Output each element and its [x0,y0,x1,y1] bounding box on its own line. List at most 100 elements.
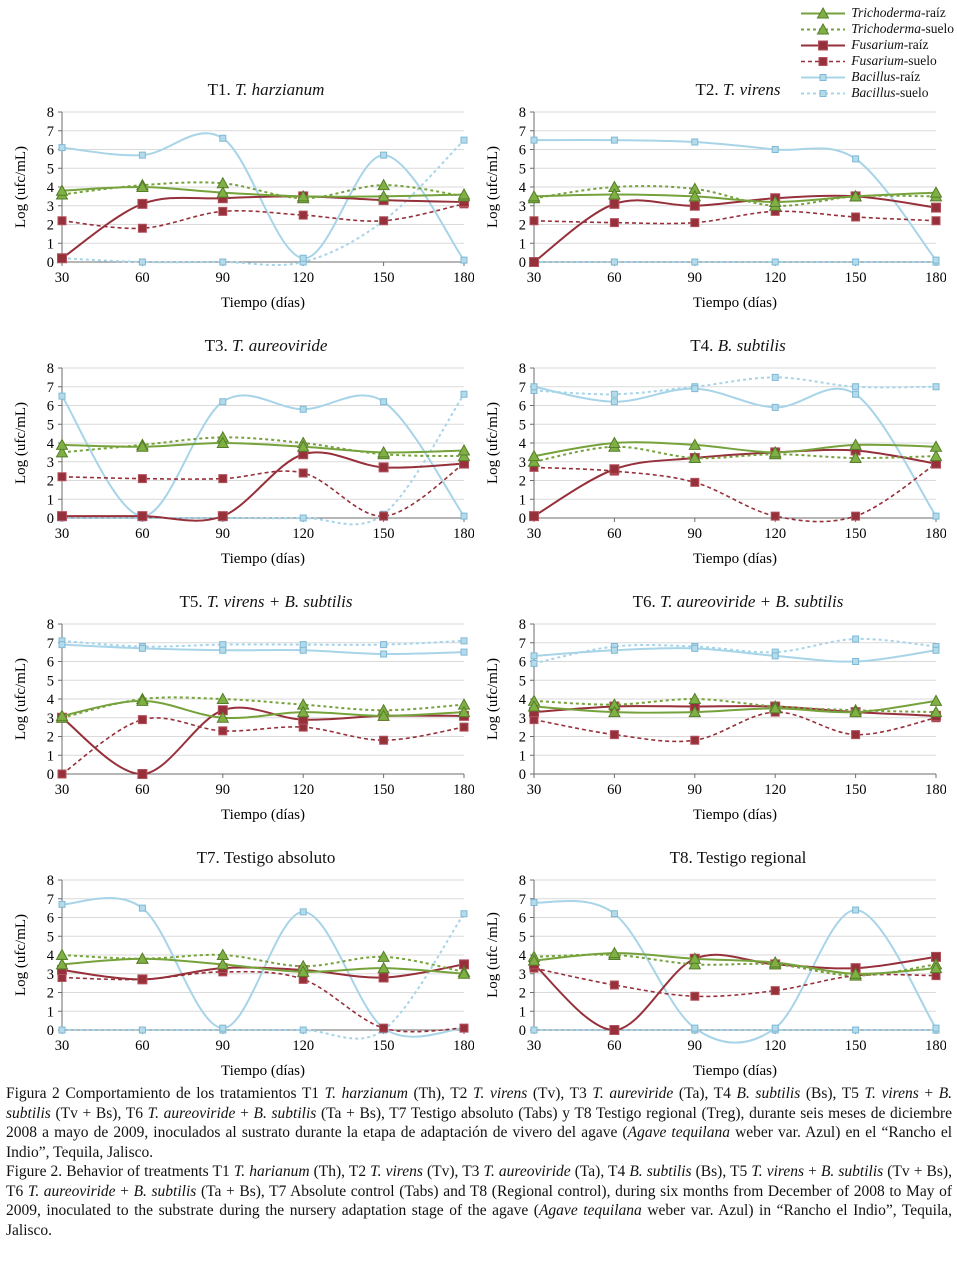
marker-fusarium_raiz [137,198,148,209]
marker-fusarium_suelo [379,511,389,521]
marker-trichoderma_raiz [296,189,310,202]
x-tick-label: 30 [55,270,70,286]
marker-bacillus_suelo [460,637,468,645]
y-tick-label: 4 [47,692,55,708]
marker-trichoderma_suelo [688,957,702,970]
marker-bacillus_raiz [460,648,468,656]
legend-sample-bacillus_suelo [801,89,846,97]
title-species: T. harzianum [234,80,325,99]
x-tick-label: 120 [764,782,786,798]
legend-sample-bacillus_raiz [801,73,846,81]
y-tick-label: 5 [519,417,526,433]
y-tick-label: 3 [47,455,54,471]
marker-trichoderma_raiz [608,187,621,200]
marker-fusarium_suelo [57,472,67,482]
marker-bacillus_raiz [771,146,779,153]
marker-trichoderma_raiz [527,449,541,462]
x-tick-label: 30 [527,1038,542,1054]
marker-trichoderma_raiz [768,195,782,208]
series-fusarium_raiz [57,449,469,522]
marker-fusarium_suelo [851,212,861,222]
caption-species-name: Agave tequilana [627,1124,730,1141]
series-line-bacillus_raiz [533,385,937,517]
series-fusarium_suelo [57,715,469,779]
x-tick-label: 150 [373,270,395,286]
marker-fusarium_raiz [931,202,941,213]
x-tick-label: 120 [764,526,786,542]
y-tick-label: 4 [47,948,55,964]
y-tick-label: 1 [47,492,54,508]
chart-title-t4: T4. B. subtilis [484,336,952,360]
y-tick-label: 8 [47,361,54,377]
x-tick-label: 150 [373,526,395,542]
y-tick-label: 2 [47,986,54,1002]
caption-text: (Tv + Bs), T6 [50,1104,148,1122]
marker-trichoderma_raiz [849,438,862,450]
chart-title-t3: T3. T. aureoviride [12,336,480,360]
marker-bacillus_raiz [852,155,860,163]
series-bacillus_raiz [530,136,940,264]
y-tick-label: 0 [47,255,54,271]
chart-plot-t2: 0 1 2 3 4 5 6 7 8 30 60 90 120 150 180 Tiempo (días) Log… [485,105,946,311]
caption-text: (Bs), T5 [800,1085,865,1102]
marker-trichoderma_raiz [296,965,310,977]
marker-fusarium_suelo [770,511,780,521]
marker-bacillus_raiz [299,908,307,916]
x-tick-label: 60 [135,782,150,798]
marker-bacillus_suelo [138,1026,146,1034]
x-tick-label: 90 [216,270,231,286]
marker-fusarium_suelo [137,474,147,484]
marker-bacillus_raiz [299,646,307,654]
marker-trichoderma_raiz [929,961,943,974]
series-fusarium_suelo [57,459,469,521]
x-tick-label: 60 [135,270,150,286]
marker-bacillus_suelo [771,373,779,381]
marker-trichoderma_suelo [377,950,390,962]
y-tick-label: 4 [519,436,527,452]
figure-caption-spanish: Figura 2 Comportamiento de los tratamien… [6,1084,952,1162]
y-tick-label: 3 [47,199,54,215]
caption-text: weber var. Azul) en el “Rancho el Indio”… [6,1124,952,1161]
marker-trichoderma_raiz [608,705,621,718]
series-bacillus_suelo [58,390,468,526]
marker-fusarium_suelo [459,722,469,732]
caption-text: + [235,1104,254,1122]
marker-fusarium_suelo [298,210,308,220]
x-axis-label: Tiempo (días) [693,295,777,311]
chart-plot-t7: 0 1 2 3 4 5 6 7 8 30 60 90 120 150 180 Tiempo (días) Log… [13,873,474,1079]
marker-bacillus_raiz [299,254,307,262]
marker-fusarium_suelo [379,735,389,745]
x-tick-label: 180 [925,782,946,798]
y-tick-label: 5 [519,673,526,689]
marker-bacillus_suelo [299,641,307,649]
marker-fusarium_suelo [931,216,941,226]
marker-bacillus_suelo [219,258,227,266]
caption-block: Figura 2 Comportamiento de los tratamien… [6,1084,952,1240]
marker-fusarium_raiz [217,511,228,522]
marker-bacillus_raiz [819,73,827,81]
marker-trichoderma_suelo [929,705,943,718]
marker-trichoderma_raiz [457,187,471,200]
marker-fusarium_suelo [690,991,700,1001]
series-bacillus_suelo [530,373,940,398]
y-tick-label: 2 [47,474,54,490]
marker-bacillus_raiz [691,138,699,146]
x-tick-label: 30 [55,782,70,798]
caption-text: (Ta + Bs), T7 Testigo absoluto (Tabs) y … [6,1104,953,1142]
x-tick-label: 90 [216,526,231,542]
marker-fusarium_suelo [379,1023,389,1033]
series-trichoderma_raiz [55,180,471,202]
chart-grid: T1. T. harzianum 0 1 2 3 4 5 6 7 8 30 60 90 120 150 18… [12,80,952,1082]
y-axis-label: Log (ufc /mL) [485,912,501,998]
caption-species-name: T. virens [864,1085,919,1102]
series-trichoderma_raiz [55,436,471,458]
chart-plot-t4: 0 1 2 3 4 5 6 7 8 30 60 90 120 150 180 Tiempo (días) Log… [485,361,946,567]
y-tick-label: 6 [47,911,54,927]
marker-bacillus_raiz [610,136,618,144]
marker-bacillus_raiz [138,904,146,912]
x-tick-label: 90 [216,782,231,798]
y-tick-label: 3 [519,455,526,471]
chart-plot-t8: 0 1 2 3 4 5 6 7 8 30 60 90 120 150 180 Tiempo (días) Log… [485,873,946,1079]
y-tick-label: 7 [519,892,526,908]
legend-label: Trichoderma-raíz [851,5,946,20]
